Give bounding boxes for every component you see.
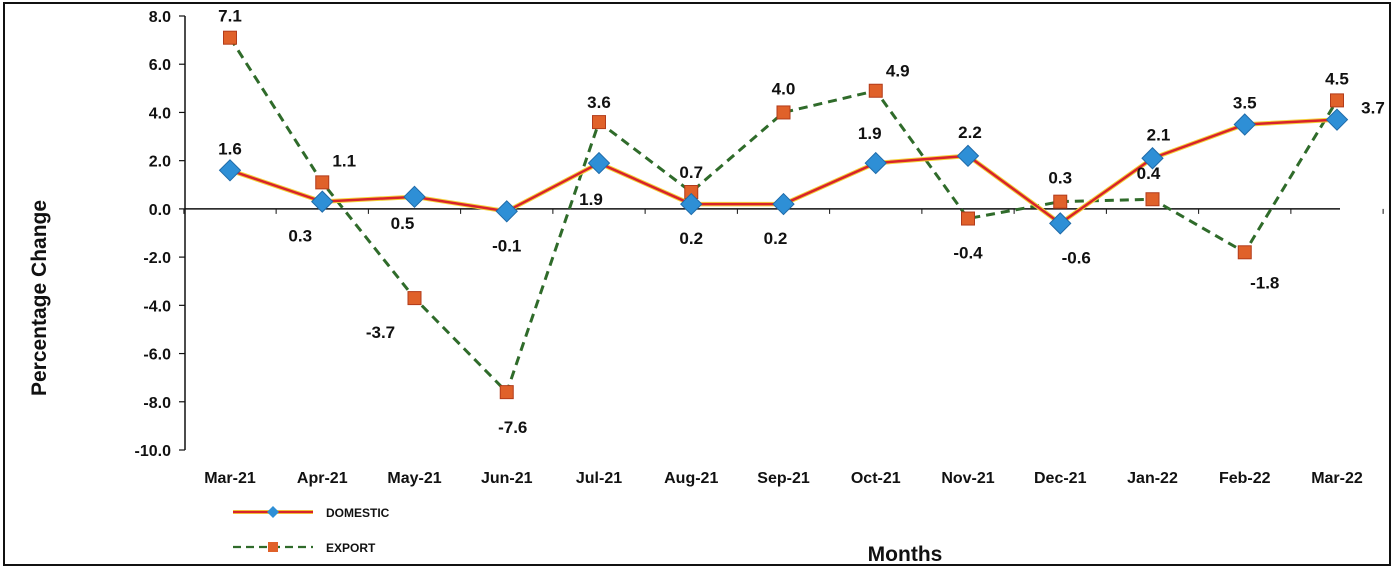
x-tick-label: Feb-22 [1219, 470, 1271, 487]
x-tick-label: Apr-21 [297, 470, 348, 487]
export-data-label: -3.7 [366, 323, 395, 342]
x-tick-label: Nov-21 [941, 470, 994, 487]
x-tick-label: Dec-21 [1034, 470, 1087, 487]
export-data-label: 0.3 [1048, 169, 1072, 188]
export-data-label: 7.1 [218, 7, 242, 26]
domestic-data-label: 3.7 [1361, 99, 1385, 118]
domestic-point [587, 151, 611, 175]
export-data-label: -7.6 [498, 418, 527, 437]
y-tick-label: 8.0 [149, 9, 171, 26]
export-point [776, 105, 791, 120]
x-axis: Mar-21 Apr-21 May-21 Jun-21 Jul-21 Aug-21 Sep-… [183, 208, 1384, 487]
export-point [1237, 245, 1252, 260]
x-axis-title: Months [868, 543, 943, 566]
export-data-label: -0.4 [953, 244, 983, 263]
y-tick-label: 4.0 [149, 105, 171, 122]
x-tick-label: Jan-22 [1127, 470, 1178, 487]
export-point [1330, 93, 1344, 108]
export-data-label: 0.4 [1137, 164, 1161, 183]
domestic-point [864, 151, 887, 175]
legend-domestic-label: DOMESTIC [326, 506, 390, 520]
legend-domestic-marker [267, 506, 279, 518]
x-tick-label: Aug-21 [664, 470, 718, 487]
domestic-point [1233, 113, 1256, 136]
domestic-data-label: 0.2 [679, 229, 703, 248]
domestic-point [956, 144, 980, 168]
legend-export-label: EXPORT [326, 541, 376, 555]
export-point [407, 291, 422, 306]
y-tick-label: 6.0 [149, 57, 171, 74]
x-tick-label: Sep-21 [757, 470, 810, 487]
y-tick-label: -10.0 [135, 443, 172, 460]
data-labels: 1.6 0.3 0.5 -0.1 1.9 0.2 0.2 1.9 2.2 -0.6 2.1 3.5 3.… [218, 7, 1385, 437]
x-tick-label: Mar-21 [204, 470, 256, 487]
export-data-label: 4.9 [886, 62, 910, 81]
export-point [223, 30, 237, 45]
domestic-point [218, 159, 242, 182]
domestic-data-label: 2.2 [958, 123, 982, 142]
domestic-data-label: 0.2 [764, 229, 788, 248]
x-tick-label: Oct-21 [851, 470, 901, 487]
x-tick-label: May-21 [387, 470, 441, 487]
export-point [961, 211, 975, 226]
export-point [868, 83, 883, 98]
legend: DOMESTIC EXPORT [233, 506, 390, 555]
export-data-label: 3.6 [587, 93, 611, 112]
y-axis-title: Percentage Change [28, 200, 51, 396]
domestic-point [1141, 147, 1164, 170]
y-tick-label: 0.0 [149, 202, 171, 219]
series-layer [218, 30, 1349, 400]
export-data-label: 4.0 [772, 79, 796, 98]
domestic-data-label: 2.1 [1147, 125, 1171, 144]
domestic-point [772, 192, 795, 216]
y-axis: 8.0 6.0 4.0 2.0 0.0 -2.0 -4.0 -6.0 -8.0 -10.0 [135, 9, 186, 460]
x-tick-label: Mar-22 [1311, 470, 1363, 487]
domestic-point [311, 190, 334, 213]
y-tick-label: -4.0 [143, 298, 171, 315]
domestic-point [1049, 212, 1072, 235]
domestic-data-label: 0.3 [288, 227, 312, 246]
legend-export-marker [268, 542, 278, 552]
y-tick-label: -2.0 [143, 250, 171, 267]
domestic-data-label: -0.1 [492, 236, 521, 255]
domestic-data-label: 1.9 [579, 190, 603, 209]
domestic-data-label: 1.9 [858, 124, 882, 143]
export-point [592, 115, 606, 130]
domestic-data-label: -0.6 [1062, 248, 1091, 267]
export-point [499, 385, 514, 400]
export-data-label: -1.8 [1250, 273, 1279, 292]
export-data-label: 0.7 [679, 163, 703, 182]
export-data-label: 4.5 [1325, 69, 1349, 88]
y-tick-label: 2.0 [149, 154, 171, 171]
x-tick-label: Jul-21 [576, 470, 622, 487]
domestic-data-label: 0.5 [391, 214, 415, 233]
domestic-point [495, 200, 518, 223]
domestic-point [403, 185, 426, 209]
y-tick-label: -6.0 [143, 347, 171, 364]
export-point [1053, 194, 1068, 209]
domestic-point [680, 192, 703, 216]
export-data-label: 1.1 [332, 151, 356, 170]
domestic-data-label: 3.5 [1233, 94, 1257, 113]
domestic-point [1325, 108, 1349, 131]
y-tick-label: -8.0 [143, 395, 171, 412]
chart-frame [3, 2, 1391, 566]
export-point [1145, 192, 1160, 207]
export-point [315, 175, 330, 190]
x-tick-label: Jun-21 [481, 470, 533, 487]
domestic-data-label: 1.6 [218, 139, 242, 158]
